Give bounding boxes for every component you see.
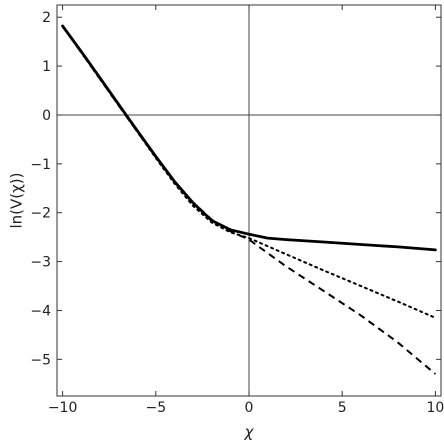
x-tick-label: −5 — [145, 400, 166, 416]
y-tick-label: −3 — [30, 255, 51, 271]
reference-lines — [57, 5, 441, 396]
y-tick-label: −5 — [30, 352, 51, 368]
y-tick-label: 1 — [42, 59, 51, 75]
y-tick-label: 2 — [42, 10, 51, 26]
x-tick-label: 10 — [426, 400, 444, 416]
y-tick-label: 0 — [42, 108, 51, 124]
y-tick-label: −2 — [30, 206, 51, 222]
y-tick-label: −4 — [30, 303, 51, 319]
x-tick-label: −10 — [48, 400, 78, 416]
series-layer — [61, 24, 437, 375]
y-tick-label: −1 — [30, 157, 51, 173]
x-tick-label: 5 — [338, 400, 347, 416]
x-tick-label: 0 — [245, 400, 254, 416]
series-line-dotted — [61, 25, 437, 319]
series-line-dashed — [61, 25, 437, 375]
y-axis-label: ln(V(χ)) — [7, 172, 25, 228]
x-axis-label: χ — [244, 423, 255, 441]
plot-area — [57, 5, 441, 396]
